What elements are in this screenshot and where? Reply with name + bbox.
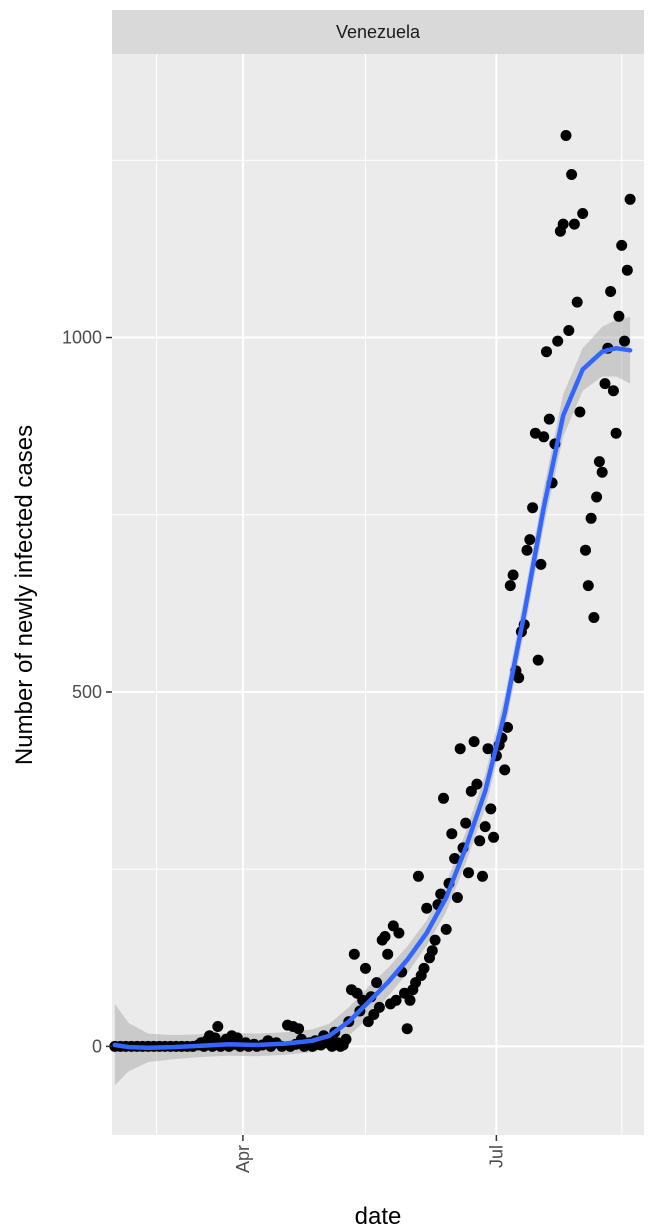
major-gridlines	[112, 54, 644, 1135]
data-point	[532, 654, 544, 666]
y-tick-label: 0	[92, 1036, 102, 1056]
strip-background	[112, 10, 644, 54]
y-tick-label: 1000	[62, 328, 102, 348]
data-point	[571, 296, 583, 308]
x-axis: Apr Jul	[233, 1135, 506, 1173]
data-point	[613, 310, 625, 322]
data-point	[605, 286, 617, 297]
data-point	[471, 778, 483, 790]
data-point	[585, 512, 597, 524]
minor-gridlines	[112, 54, 644, 1135]
data-point	[582, 580, 594, 592]
data-point	[580, 544, 591, 556]
data-point	[541, 346, 552, 358]
data-point	[426, 945, 438, 957]
data-point	[552, 335, 564, 347]
data-point	[231, 1032, 243, 1044]
data-point	[404, 994, 416, 1006]
data-point	[588, 612, 600, 623]
smooth-trend-line	[112, 345, 633, 1051]
data-point	[563, 325, 575, 336]
data-point	[371, 977, 383, 989]
data-point	[440, 923, 452, 935]
data-point	[479, 821, 491, 833]
data-point	[449, 853, 461, 864]
data-point	[360, 962, 371, 974]
y-axis-title: Number of newly infected cases	[11, 425, 38, 765]
data-point	[524, 534, 536, 546]
data-point	[535, 558, 547, 570]
data-point	[451, 892, 463, 903]
data-point	[543, 413, 555, 425]
data-point	[574, 406, 586, 418]
data-point	[390, 994, 402, 1006]
data-point	[624, 193, 636, 205]
data-point	[468, 736, 480, 748]
data-point	[379, 931, 391, 942]
data-point	[499, 764, 511, 776]
data-point	[293, 1023, 305, 1035]
data-point	[454, 743, 466, 755]
data-point	[607, 385, 619, 397]
data-point	[502, 721, 513, 733]
data-point	[521, 544, 533, 556]
data-point	[401, 1023, 413, 1035]
data-point	[212, 1021, 224, 1032]
data-point	[348, 948, 360, 960]
data-point	[527, 502, 539, 514]
data-point	[538, 431, 550, 443]
data-point	[477, 870, 488, 882]
data-point	[621, 264, 633, 276]
data-point	[412, 870, 424, 882]
data-point	[485, 803, 497, 815]
x-tick-label: Apr	[233, 1145, 253, 1173]
data-point	[209, 1032, 221, 1044]
confidence-ribbon	[114, 317, 631, 1086]
data-point	[513, 672, 525, 684]
y-axis: 0 500 1000	[62, 328, 112, 1056]
data-point	[560, 130, 572, 141]
data-point	[429, 934, 441, 946]
x-tick-label: Jul	[486, 1145, 506, 1168]
data-point	[507, 569, 519, 581]
data-point	[435, 888, 447, 900]
data-point	[418, 962, 430, 974]
data-point	[616, 239, 628, 251]
x-axis-title: date	[355, 1203, 402, 1230]
data-point	[504, 580, 516, 592]
data-point	[619, 335, 630, 347]
facet-strip-label: Venezuela	[336, 22, 421, 42]
data-point	[568, 218, 580, 230]
smooth-line-layer	[112, 345, 633, 1051]
data-point	[488, 831, 500, 843]
data-point	[591, 491, 603, 503]
data-point	[593, 456, 605, 468]
data-point	[373, 1001, 385, 1013]
confidence-ribbon-layer	[114, 317, 631, 1086]
data-point	[393, 927, 405, 939]
y-tick-label: 500	[72, 682, 102, 702]
data-point	[460, 817, 472, 829]
data-point	[557, 218, 569, 230]
data-point	[596, 466, 608, 478]
data-point	[340, 1033, 352, 1045]
data-point	[599, 378, 611, 390]
data-point	[482, 743, 494, 755]
data-point	[382, 948, 394, 960]
data-point	[566, 169, 578, 180]
data-point	[577, 208, 589, 219]
data-point	[438, 792, 449, 804]
data-point	[610, 427, 622, 439]
data-point	[421, 902, 433, 914]
data-point	[463, 867, 474, 879]
data-point	[474, 835, 486, 847]
data-point	[529, 427, 541, 439]
data-point	[446, 828, 458, 840]
plot-panel	[112, 54, 644, 1135]
